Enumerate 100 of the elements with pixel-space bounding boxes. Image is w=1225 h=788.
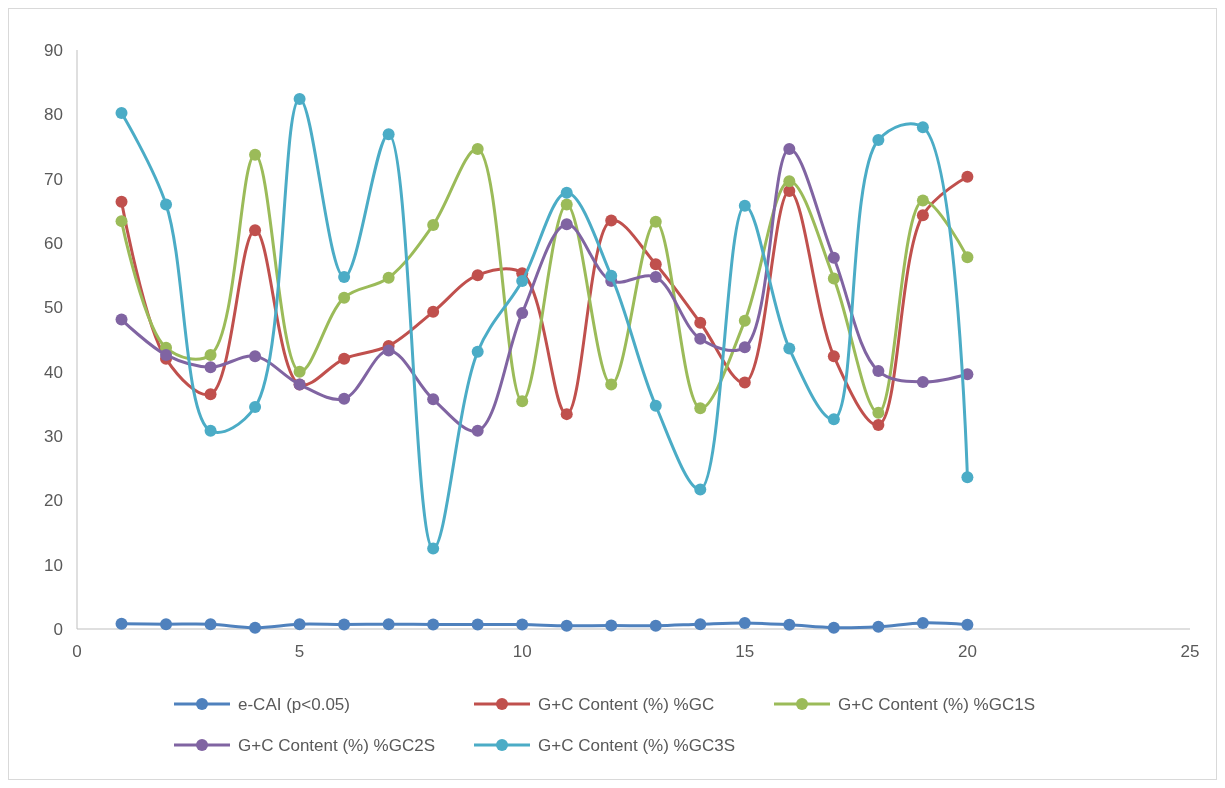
point bbox=[471, 424, 484, 437]
point bbox=[516, 618, 529, 631]
point bbox=[382, 128, 395, 141]
point bbox=[249, 350, 262, 363]
point bbox=[649, 619, 662, 632]
y-tick-label: 80 bbox=[44, 105, 63, 125]
point bbox=[338, 392, 351, 405]
point bbox=[916, 194, 929, 207]
point bbox=[382, 618, 395, 631]
point bbox=[872, 620, 885, 633]
point bbox=[961, 170, 974, 183]
point bbox=[471, 618, 484, 631]
point bbox=[872, 406, 885, 419]
point bbox=[827, 621, 840, 634]
point bbox=[872, 365, 885, 378]
point bbox=[249, 148, 262, 161]
point bbox=[204, 618, 217, 631]
point bbox=[382, 271, 395, 284]
point bbox=[560, 218, 573, 231]
point bbox=[160, 198, 173, 211]
point bbox=[694, 332, 707, 345]
point bbox=[694, 316, 707, 329]
point bbox=[249, 224, 262, 237]
point bbox=[471, 345, 484, 358]
point bbox=[338, 352, 351, 365]
point bbox=[916, 616, 929, 629]
point bbox=[249, 621, 262, 634]
point bbox=[560, 198, 573, 211]
point bbox=[916, 121, 929, 134]
legend-label: G+C Content (%) %GC1S bbox=[838, 695, 1035, 714]
x-tick-label: 10 bbox=[512, 642, 532, 661]
point bbox=[649, 215, 662, 228]
point bbox=[738, 314, 751, 327]
point bbox=[427, 218, 440, 231]
y-tick-label: 10 bbox=[44, 555, 63, 575]
point bbox=[827, 272, 840, 285]
point bbox=[649, 399, 662, 412]
point bbox=[605, 619, 618, 632]
point bbox=[605, 269, 618, 282]
point bbox=[827, 413, 840, 426]
point bbox=[516, 307, 529, 320]
point bbox=[204, 348, 217, 361]
point bbox=[560, 619, 573, 632]
point bbox=[204, 361, 217, 374]
point bbox=[872, 419, 885, 432]
y-tick-label: 50 bbox=[44, 298, 63, 318]
point bbox=[293, 365, 306, 378]
x-tick-label: 5 bbox=[294, 642, 305, 661]
point bbox=[382, 344, 395, 357]
x-tick-label: 0 bbox=[72, 642, 82, 661]
point bbox=[115, 617, 128, 630]
legend-label: G+C Content (%) %GC3S bbox=[538, 736, 735, 755]
point bbox=[471, 143, 484, 156]
point bbox=[560, 186, 573, 199]
point bbox=[872, 134, 885, 147]
point bbox=[694, 402, 707, 415]
point bbox=[827, 350, 840, 363]
point bbox=[471, 269, 484, 282]
point bbox=[427, 618, 440, 631]
y-tick-label: 90 bbox=[44, 41, 63, 60]
point bbox=[961, 618, 974, 631]
point bbox=[605, 214, 618, 227]
point bbox=[738, 616, 751, 629]
point bbox=[827, 251, 840, 264]
point bbox=[115, 195, 128, 208]
point bbox=[649, 271, 662, 284]
point bbox=[115, 215, 128, 228]
point bbox=[160, 348, 173, 361]
point bbox=[204, 424, 217, 437]
point bbox=[605, 378, 618, 391]
point bbox=[249, 401, 262, 414]
y-tick-label: 0 bbox=[53, 620, 63, 639]
x-tick-label: 15 bbox=[735, 642, 755, 661]
point bbox=[427, 305, 440, 318]
point bbox=[961, 251, 974, 264]
point bbox=[694, 618, 707, 631]
y-tick-label: 40 bbox=[44, 362, 63, 382]
point bbox=[961, 471, 974, 484]
point bbox=[115, 107, 128, 120]
point bbox=[738, 199, 751, 212]
point bbox=[293, 92, 306, 105]
legend-label: G+C Content (%) %GC2S bbox=[238, 736, 435, 755]
point bbox=[427, 393, 440, 406]
y-tick-label: 30 bbox=[44, 427, 63, 446]
point bbox=[916, 375, 929, 388]
y-tick-label: 20 bbox=[44, 491, 63, 511]
point bbox=[338, 618, 351, 631]
point bbox=[427, 542, 440, 555]
point bbox=[516, 395, 529, 408]
point bbox=[916, 209, 929, 222]
point bbox=[649, 258, 662, 271]
point bbox=[783, 143, 796, 156]
x-tick-label: 25 bbox=[1180, 642, 1200, 661]
point bbox=[738, 376, 751, 389]
point bbox=[783, 342, 796, 355]
x-tick-label: 20 bbox=[957, 642, 977, 661]
point bbox=[160, 618, 173, 631]
point bbox=[338, 291, 351, 304]
legend-label: e-CAI (p<0.05) bbox=[238, 695, 350, 714]
point bbox=[204, 388, 217, 401]
